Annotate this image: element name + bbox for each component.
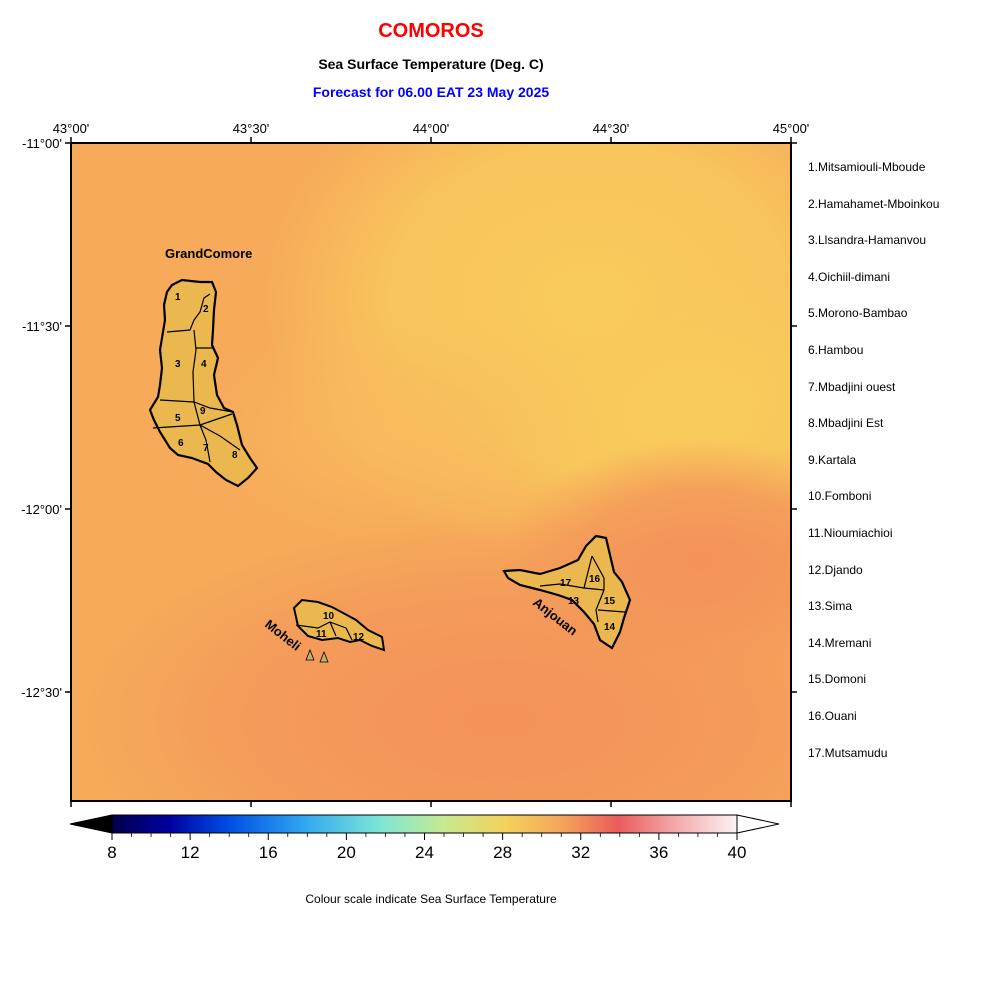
- legend-item: 8.Mbadjini Est: [808, 416, 884, 431]
- map-subtitle: Sea Surface Temperature (Deg. C): [318, 56, 544, 72]
- anjouan-island: [502, 534, 632, 650]
- region-number: 10: [323, 611, 335, 622]
- legend-item: 5.Morono-Bambao: [808, 306, 908, 321]
- legend-item: 11.Nioumiachioi: [808, 526, 893, 540]
- colorbar-tick-label: 40: [728, 843, 747, 862]
- grand-comore-island: [148, 278, 259, 488]
- colorbar-tick-label: 32: [571, 843, 590, 862]
- lat-label: -11°30': [22, 319, 62, 334]
- region-number: 13: [568, 596, 580, 607]
- region-numbers: 1 2 3 4 5 6 7 8 9 10 11 12 13 14 15 16 1…: [175, 292, 616, 643]
- lon-label: 43°30': [233, 121, 270, 136]
- axis-ticks: [65, 137, 797, 807]
- region-number: 7: [203, 443, 209, 454]
- region-number: 14: [604, 622, 616, 633]
- legend-item: 1.Mitsamiouli-Mboude: [808, 160, 926, 174]
- colorbar-caption: Colour scale indicate Sea Surface Temper…: [305, 892, 557, 906]
- lon-label: 44°00': [413, 121, 450, 136]
- lat-label: -12°00': [21, 502, 62, 517]
- colorbar-tick-label: 20: [337, 843, 356, 862]
- legend-item: 6.Hambou: [808, 343, 864, 357]
- legend-item: 2.Hamahamet-Mboinkou: [808, 196, 940, 211]
- legend-item: 7.Mbadjini ouest: [808, 379, 896, 394]
- lat-label: -11°00': [22, 136, 62, 151]
- map-title: COMOROS: [378, 20, 484, 42]
- region-number: 5: [175, 413, 181, 424]
- colorbar-tick-label: 28: [493, 843, 512, 862]
- region-number: 15: [604, 596, 616, 607]
- region-number: 2: [203, 304, 209, 315]
- legend-item: 12.Djando: [808, 562, 863, 577]
- forecast-time: Forecast for 06.00 EAT 23 May 2025: [312, 84, 550, 100]
- legend-item: 13.Sima: [808, 599, 853, 614]
- legend-item: 17.Mutsamudu: [808, 745, 888, 760]
- legend-item: 15.Domoni: [808, 672, 867, 687]
- lat-label: -12°30': [21, 685, 62, 700]
- region-number: 4: [201, 359, 207, 370]
- legend-item: 4.Oichiil-dimani: [808, 269, 891, 284]
- grand-comore-label: GrandComore: [165, 246, 252, 261]
- colorbar: 8 12 16 20 24 28 32 36 40: [69, 814, 780, 862]
- region-number: 1: [175, 292, 181, 303]
- region-number: 6: [178, 438, 184, 449]
- region-number: 9: [200, 406, 206, 417]
- legend-item: 9.Kartala: [808, 452, 857, 467]
- region-number: 3: [175, 359, 181, 370]
- legend-item: 16.Ouani: [808, 709, 857, 723]
- colorbar-tick-label: 36: [649, 843, 668, 862]
- legend-item: 14.Mremani: [808, 635, 872, 650]
- region-number: 12: [353, 632, 365, 643]
- axis-labels: 43°00' 43°30' 44°00' 44°30' 45°00' -11°00' -11…: [21, 121, 809, 700]
- region-number: 16: [589, 574, 601, 585]
- legend-item: 3.Ll­sandra-Hamanvou: [808, 233, 927, 248]
- colorbar-tick-label: 16: [259, 843, 278, 862]
- lon-label: 45°00': [773, 121, 810, 136]
- lon-label: 44°30': [593, 121, 630, 136]
- sst-field: [71, 143, 791, 801]
- region-number: 8: [232, 450, 238, 461]
- region-number: 17: [560, 578, 572, 589]
- lon-label: 43°00': [53, 121, 90, 136]
- colorbar-tick-label: 8: [107, 843, 116, 862]
- colorbar-tick-label: 24: [415, 843, 434, 862]
- colorbar-tick-label: 12: [181, 843, 200, 862]
- region-number: 11: [316, 629, 327, 640]
- colorbar-ticks: 8 12 16 20 24 28 32 36 40: [107, 833, 746, 862]
- moheli-island: [292, 598, 386, 663]
- legend-item: 10.Fomboni: [808, 489, 872, 504]
